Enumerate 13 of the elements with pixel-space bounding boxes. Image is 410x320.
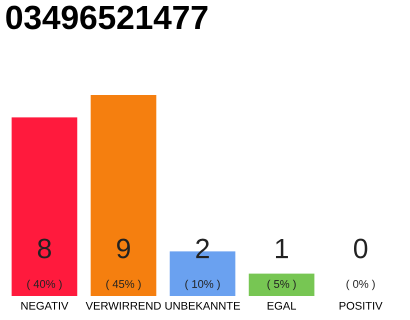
x-tick-label: VERWIRREND (86, 302, 161, 310)
data-label: 9 ( 45% ) (106, 238, 141, 290)
chart-title: 03496521477 (6, 6, 208, 30)
x-tick-label: EGAL (268, 302, 296, 310)
bar (248, 274, 314, 296)
data-label: 1 ( 5% ) (267, 238, 296, 290)
x-tick-label: UNBEKANNTE (165, 302, 240, 310)
bar (90, 95, 156, 296)
x-tick-label: POSITIV (340, 302, 383, 310)
bar (12, 117, 78, 296)
x-tick-label: NEGATIV (21, 302, 68, 310)
data-label: 0 ( 0% ) (346, 238, 375, 290)
data-label: 8 ( 40% ) (27, 238, 62, 290)
